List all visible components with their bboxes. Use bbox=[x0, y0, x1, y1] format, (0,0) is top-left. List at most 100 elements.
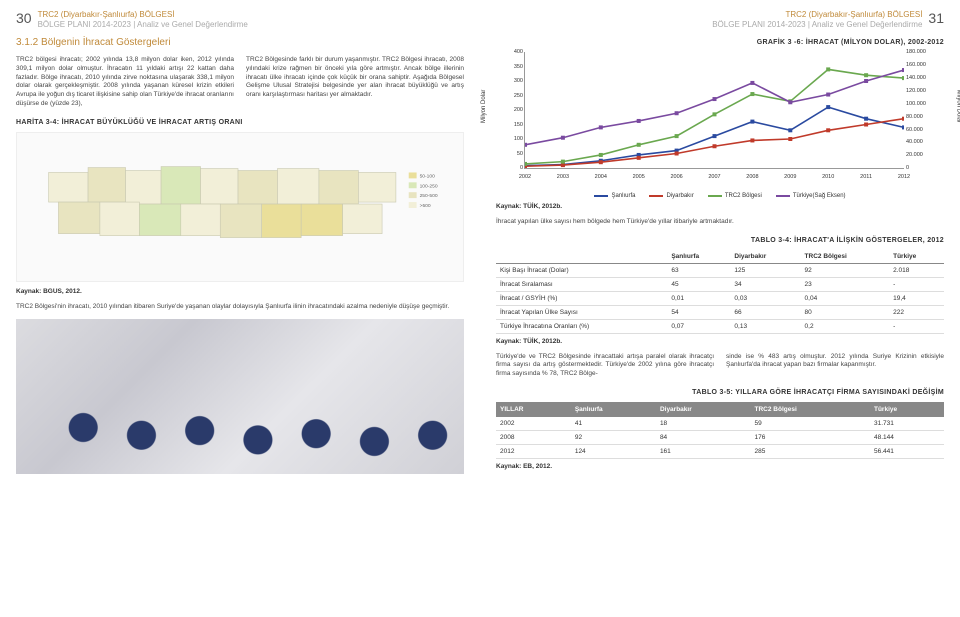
y-tick: 50 bbox=[501, 151, 523, 157]
table-row: Türkiye İhracatına Oranları (%)0,070,130… bbox=[496, 319, 944, 333]
y2-tick: 20.000 bbox=[906, 152, 942, 158]
y2-tick: 60.000 bbox=[906, 127, 942, 133]
header-left: 30 TRC2 (Diyarbakır-Şanlıurfa) BÖLGESİ B… bbox=[16, 10, 464, 29]
y-tick: 400 bbox=[501, 49, 523, 55]
table2-source: Kaynak: EB, 2012. bbox=[496, 463, 944, 470]
table-cell: 59 bbox=[751, 417, 870, 431]
table-cell: 2008 bbox=[496, 430, 571, 444]
table-cell: 0,03 bbox=[730, 291, 800, 305]
table-cell: - bbox=[889, 277, 944, 291]
table-cell: 63 bbox=[667, 263, 730, 277]
table-cell: 0,07 bbox=[667, 319, 730, 333]
chart-area: 050100150200250300350400020.00040.00060.… bbox=[524, 52, 904, 169]
table-cell: 2.018 bbox=[889, 263, 944, 277]
y2-tick: 80.000 bbox=[906, 114, 942, 120]
legend-item: TRC2 Bölgesi bbox=[708, 193, 762, 199]
y2-axis-label: Milyon Dolar bbox=[955, 89, 960, 122]
map-source: Kaynak: BGUS, 2012. bbox=[16, 288, 464, 295]
y2-tick: 0 bbox=[906, 165, 942, 171]
table-row: 201212416128556.441 bbox=[496, 444, 944, 458]
table2-caption: TABLO 3-5: YILLARA GÖRE İHRACATÇI FİRMA … bbox=[496, 389, 944, 396]
table-cell: 285 bbox=[751, 444, 870, 458]
y2-tick: 120.000 bbox=[906, 88, 942, 94]
para-4: sinde ise % 483 artış olmuştur. 2012 yıl… bbox=[726, 353, 944, 379]
y-tick: 100 bbox=[501, 136, 523, 142]
table-cell: - bbox=[889, 319, 944, 333]
table-cell: 34 bbox=[730, 277, 800, 291]
table-header: Şanlıurfa bbox=[667, 250, 730, 264]
legend-item: Şanlıurfa bbox=[594, 193, 635, 199]
table-cell: 80 bbox=[801, 305, 890, 319]
y2-tick: 40.000 bbox=[906, 139, 942, 145]
chart-svg bbox=[525, 52, 904, 168]
table-cell: 48.144 bbox=[870, 430, 944, 444]
table-cell: 56.441 bbox=[870, 444, 944, 458]
header-title: TRC2 (Diyarbakır-Şanlıurfa) BÖLGESİ bbox=[38, 10, 248, 20]
table1-caption: TABLO 3-4: İHRACAT'A İLİŞKİN GÖSTERGELER… bbox=[496, 237, 944, 244]
chart-caption: GRAFİK 3 -6: İHRACAT (MİLYON DOLAR), 200… bbox=[496, 39, 944, 46]
y-tick: 0 bbox=[501, 165, 523, 171]
table-cell: 31.731 bbox=[870, 417, 944, 431]
table-cell: 0,01 bbox=[667, 291, 730, 305]
table-cell: 125 bbox=[730, 263, 800, 277]
table-header bbox=[496, 250, 667, 264]
header-sub: BÖLGE PLANI 2014-2023 | Analiz ve Genel … bbox=[38, 20, 248, 30]
table-row: İhracat / GSYİH (%)0,010,030,0419,4 bbox=[496, 291, 944, 305]
y-tick: 300 bbox=[501, 78, 523, 84]
svg-text:100-250: 100-250 bbox=[420, 183, 438, 189]
page-number: 31 bbox=[928, 10, 944, 26]
header-sub: BÖLGE PLANI 2014-2023 | Analiz ve Genel … bbox=[712, 20, 922, 30]
x-tick: 2003 bbox=[557, 174, 569, 180]
y-tick: 200 bbox=[501, 107, 523, 113]
svg-text:50-100: 50-100 bbox=[420, 173, 436, 179]
table-cell: Kişi Başı İhracat (Dolar) bbox=[496, 263, 667, 277]
y-tick: 350 bbox=[501, 64, 523, 70]
page-number: 30 bbox=[16, 10, 32, 26]
svg-text:250-500: 250-500 bbox=[420, 193, 438, 199]
header-text: TRC2 (Diyarbakır-Şanlıurfa) BÖLGESİ BÖLG… bbox=[712, 10, 922, 29]
table-row: ŞanlıurfaDiyarbakırTRC2 BölgesiTürkiye bbox=[496, 250, 944, 264]
table-firms: YILLARŞanlıurfaDiyarbakırTRC2 BölgesiTür… bbox=[496, 402, 944, 459]
body-columns: TRC2 bölgesi ihracatı; 2002 yılında 13,8… bbox=[16, 56, 464, 109]
para-1: TRC2 bölgesi ihracatı; 2002 yılında 13,8… bbox=[16, 56, 234, 109]
page-right: TRC2 (Diyarbakır-Şanlıurfa) BÖLGESİ BÖLG… bbox=[480, 0, 960, 617]
map-note: TRC2 Bölgesi'nin ihracatı, 2010 yılından… bbox=[16, 303, 464, 311]
y2-tick: 160.000 bbox=[906, 62, 942, 68]
table-header: Türkiye bbox=[889, 250, 944, 264]
x-tick: 2006 bbox=[670, 174, 682, 180]
table-cell: 124 bbox=[571, 444, 656, 458]
table-cell: 161 bbox=[656, 444, 751, 458]
y2-tick: 180.000 bbox=[906, 49, 942, 55]
y-tick: 250 bbox=[501, 93, 523, 99]
y2-tick: 100.000 bbox=[906, 101, 942, 107]
table-cell: 0,13 bbox=[730, 319, 800, 333]
table-cell: 84 bbox=[656, 430, 751, 444]
table-cell: İhracat Yapılan Ülke Sayısı bbox=[496, 305, 667, 319]
x-tick: 2010 bbox=[822, 174, 834, 180]
body-columns-2: Türkiye'de ve TRC2 Bölgesinde ihracattak… bbox=[496, 353, 944, 379]
export-chart: Milyon Dolar Milyon Dolar 05010015020025… bbox=[496, 52, 944, 187]
table-cell: 0,04 bbox=[801, 291, 890, 305]
header-right: TRC2 (Diyarbakır-Şanlıurfa) BÖLGESİ BÖLG… bbox=[496, 10, 944, 29]
photo-textile bbox=[16, 319, 464, 474]
table-cell: 23 bbox=[801, 277, 890, 291]
para-2: TRC2 Bölgesinde farklı bir durum yaşanmı… bbox=[246, 56, 464, 109]
table-cell: 41 bbox=[571, 417, 656, 431]
table-row: İhracat Yapılan Ülke Sayısı546680222 bbox=[496, 305, 944, 319]
turkey-map-svg: 50-100 100-250 250-500 >500 bbox=[17, 133, 463, 281]
table-header: TRC2 Bölgesi bbox=[801, 250, 890, 264]
table-cell: 66 bbox=[730, 305, 800, 319]
table-cell: 18 bbox=[656, 417, 751, 431]
table-row: 200241185931.731 bbox=[496, 417, 944, 431]
section-title: 3.1.2 Bölgenin İhracat Göstergeleri bbox=[16, 37, 464, 48]
table-cell: İhracat Sıralaması bbox=[496, 277, 667, 291]
table-row: Kişi Başı İhracat (Dolar)63125922.018 bbox=[496, 263, 944, 277]
table-cell: 0,2 bbox=[801, 319, 890, 333]
y-axis-label: Milyon Dolar bbox=[481, 89, 487, 122]
table-cell: 54 bbox=[667, 305, 730, 319]
chart-source: Kaynak: TÜİK, 2012b. bbox=[496, 203, 944, 210]
table-header: Diyarbakır bbox=[730, 250, 800, 264]
chart-legend: ŞanlıurfaDiyarbakırTRC2 BölgesiTürkiye(S… bbox=[496, 193, 944, 199]
x-tick: 2007 bbox=[708, 174, 720, 180]
table-header: Diyarbakır bbox=[656, 402, 751, 417]
